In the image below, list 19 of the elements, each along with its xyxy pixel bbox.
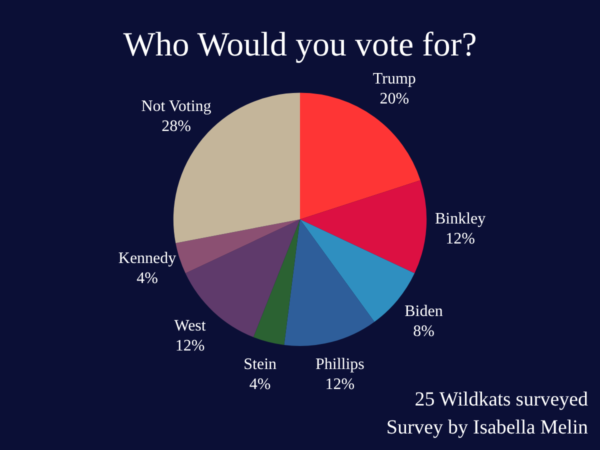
data-label: 12% — [325, 376, 355, 394]
slice-label: Biden — [404, 302, 443, 320]
data-label: 12% — [175, 338, 205, 355]
slice-label: Trump — [372, 70, 416, 88]
slice-label: Not Voting — [141, 98, 212, 116]
data-label: 4% — [249, 376, 271, 394]
text: 25 Wildkats surveyed — [414, 388, 588, 410]
slice-label: Stein — [244, 356, 277, 374]
text: Survey by Isabella Melin — [386, 416, 588, 438]
data-label: 4% — [136, 270, 158, 288]
data-label: 12% — [446, 230, 475, 248]
data-label: 28% — [162, 118, 191, 136]
slice-label: Binkley — [434, 210, 486, 228]
chart-title: Who Would you vote for? — [123, 26, 477, 64]
slice-label: West — [174, 318, 206, 335]
data-label: 20% — [380, 90, 410, 108]
slice-label: Kennedy — [118, 250, 176, 268]
data-label: 8% — [413, 322, 434, 340]
slice-label: Phillips — [315, 356, 364, 374]
